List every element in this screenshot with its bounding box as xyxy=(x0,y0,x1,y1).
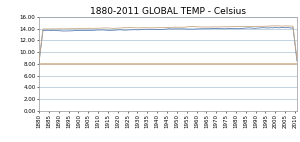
Bar xyxy=(39,63,297,65)
Title: 1880-2011 GLOBAL TEMP - Celsius: 1880-2011 GLOBAL TEMP - Celsius xyxy=(90,7,246,16)
